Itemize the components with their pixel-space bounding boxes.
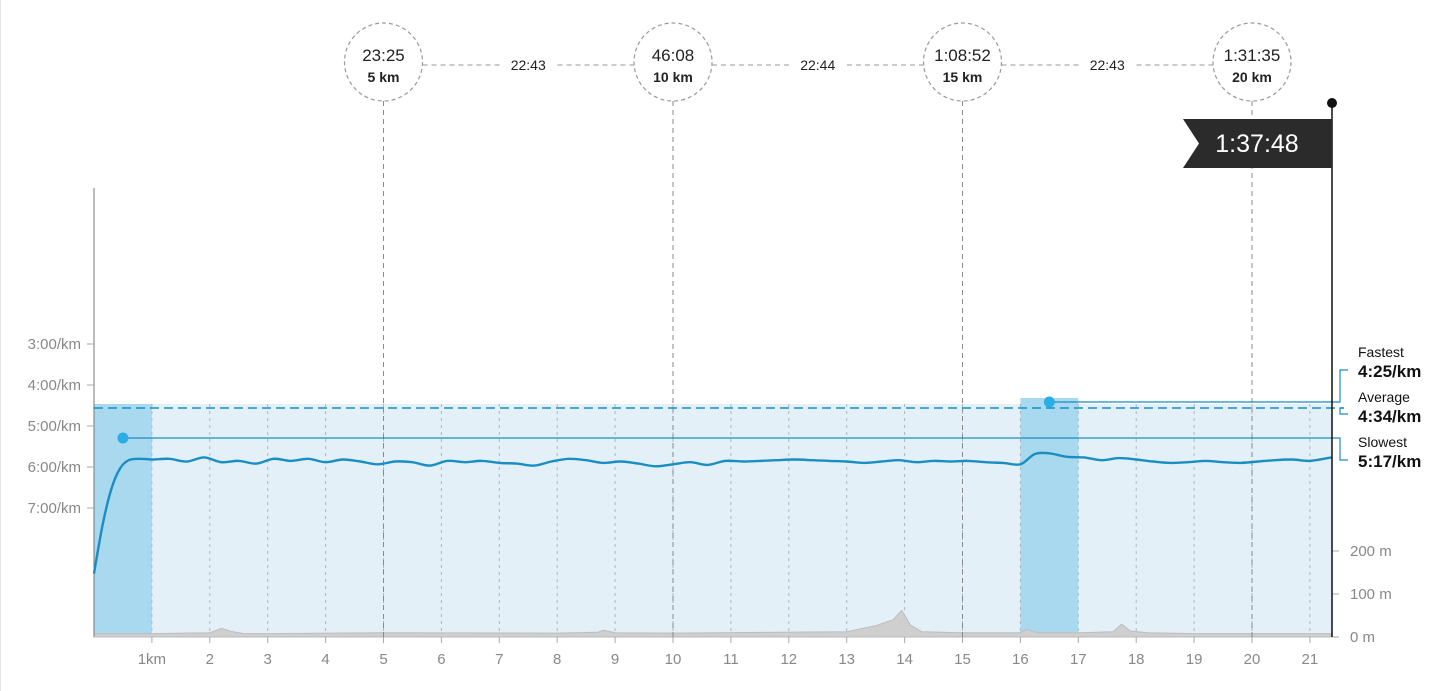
x-tick-label: 15	[954, 651, 971, 668]
y-tick-label: 3:00/km	[28, 336, 81, 353]
split-distance: 10 km	[653, 69, 693, 85]
stat-value: 5:17/km	[1358, 452, 1421, 471]
pace-markers	[117, 396, 1055, 444]
elevation-tick-label: 0 m	[1350, 629, 1375, 646]
split-marker[interactable]: 23:25 5 km	[343, 22, 424, 637]
split-diff-bg	[502, 54, 555, 74]
x-tick-label: 5	[379, 651, 387, 668]
y-axis-elevation-tick-labels: 200 m 100 m 0 m	[1332, 543, 1392, 646]
split-marker[interactable]: 1:31:35 20 km	[1212, 22, 1292, 637]
x-tick-label: 16	[1012, 651, 1029, 668]
y-tick-label: 6:00/km	[28, 459, 81, 476]
stat-value: 4:34/km	[1358, 407, 1421, 426]
panel-left-border	[0, 0, 1, 691]
split-difference: 22:43	[1090, 57, 1125, 73]
highlight-segment	[1020, 398, 1079, 637]
split-difference: 22:43	[511, 57, 546, 73]
split-circle	[1212, 22, 1292, 102]
x-tick-label: 11	[723, 651, 739, 668]
x-tick-label: 12	[780, 651, 797, 668]
pace-line	[92, 451, 1332, 574]
split-time: 23:25	[362, 46, 405, 65]
average-bracket	[1339, 407, 1348, 415]
split-marker[interactable]: 1:08:52 15 km	[922, 22, 1003, 637]
x-tick-label: 13	[838, 651, 855, 668]
x-tick-label: 10	[665, 651, 682, 668]
x-tick-label: 6	[437, 651, 445, 668]
split-diff-bg	[1081, 54, 1134, 74]
split-difference: 22:44	[800, 57, 835, 73]
x-tick-label: 21	[1302, 651, 1319, 668]
split-distance: 20 km	[1232, 69, 1272, 85]
finish-flag-banner	[1183, 119, 1332, 168]
split-markers: 23:25 5 km 46:08 10 km 1:08:52 15 km 1:31:35 20…	[343, 22, 1292, 637]
fastest-bracket	[1336, 369, 1348, 403]
y-tick-label: 7:00/km	[28, 500, 81, 517]
fastest-marker	[1043, 396, 1055, 408]
split-circle	[922, 22, 1003, 102]
x-tick-label: 7	[495, 651, 503, 668]
split-distance: 5 km	[368, 69, 400, 85]
split-diff-bg	[791, 54, 844, 74]
x-axis-tick-labels: 1km 2 3 4 5 6 7 8 9 10 11 12 13 14 15 16 17 18 19 20 21	[138, 637, 1319, 668]
x-tick-label: 19	[1186, 651, 1203, 668]
split-marker[interactable]: 46:08 10 km	[633, 22, 713, 637]
elevation-tick-label: 100 m	[1350, 586, 1392, 603]
x-tick-label: 1km	[138, 651, 166, 668]
elevation-tick-label: 200 m	[1350, 543, 1392, 560]
x-tick-label: 3	[264, 651, 272, 668]
slowest-marker	[117, 432, 129, 444]
finish-flag: 1:37:48	[1183, 98, 1337, 637]
stat-value: 4:25/km	[1358, 362, 1421, 381]
x-tick-label: 2	[206, 651, 214, 668]
stat-name: Fastest	[1358, 344, 1404, 360]
y-axis-pace-tick-labels: 3:00/km 4:00/km 5:00/km 6:00/km 7:00/km	[28, 336, 94, 517]
y-tick-label: 5:00/km	[28, 418, 81, 435]
slowest-bracket	[1336, 437, 1348, 461]
split-circle	[343, 22, 424, 102]
x-tick-label: 4	[321, 651, 329, 668]
split-time: 1:08:52	[934, 46, 991, 65]
finish-pole-knob	[1327, 98, 1337, 108]
elevation-profile	[93, 609, 1332, 638]
split-distance: 15 km	[943, 69, 983, 85]
stat-name: Slowest	[1358, 434, 1407, 450]
axes	[93, 188, 1332, 638]
stat-name: Average	[1358, 389, 1410, 405]
chart-area-background	[94, 404, 1332, 637]
x-tick-label: 20	[1244, 651, 1261, 668]
finish-time: 1:37:48	[1215, 130, 1298, 158]
x-tick-label: 9	[611, 651, 619, 668]
pace-stat-lines: Fastest 4:25/km Average 4:34/km Slowest 5:17/…	[94, 344, 1421, 471]
split-time: 1:31:35	[1224, 46, 1281, 65]
x-tick-label: 14	[896, 651, 913, 668]
x-tick-label: 8	[553, 651, 561, 668]
split-circle	[633, 22, 713, 102]
split-time: 46:08	[652, 46, 695, 65]
x-tick-label: 18	[1128, 651, 1145, 668]
x-tick-label: 17	[1070, 651, 1087, 668]
y-tick-label: 4:00/km	[28, 377, 81, 394]
